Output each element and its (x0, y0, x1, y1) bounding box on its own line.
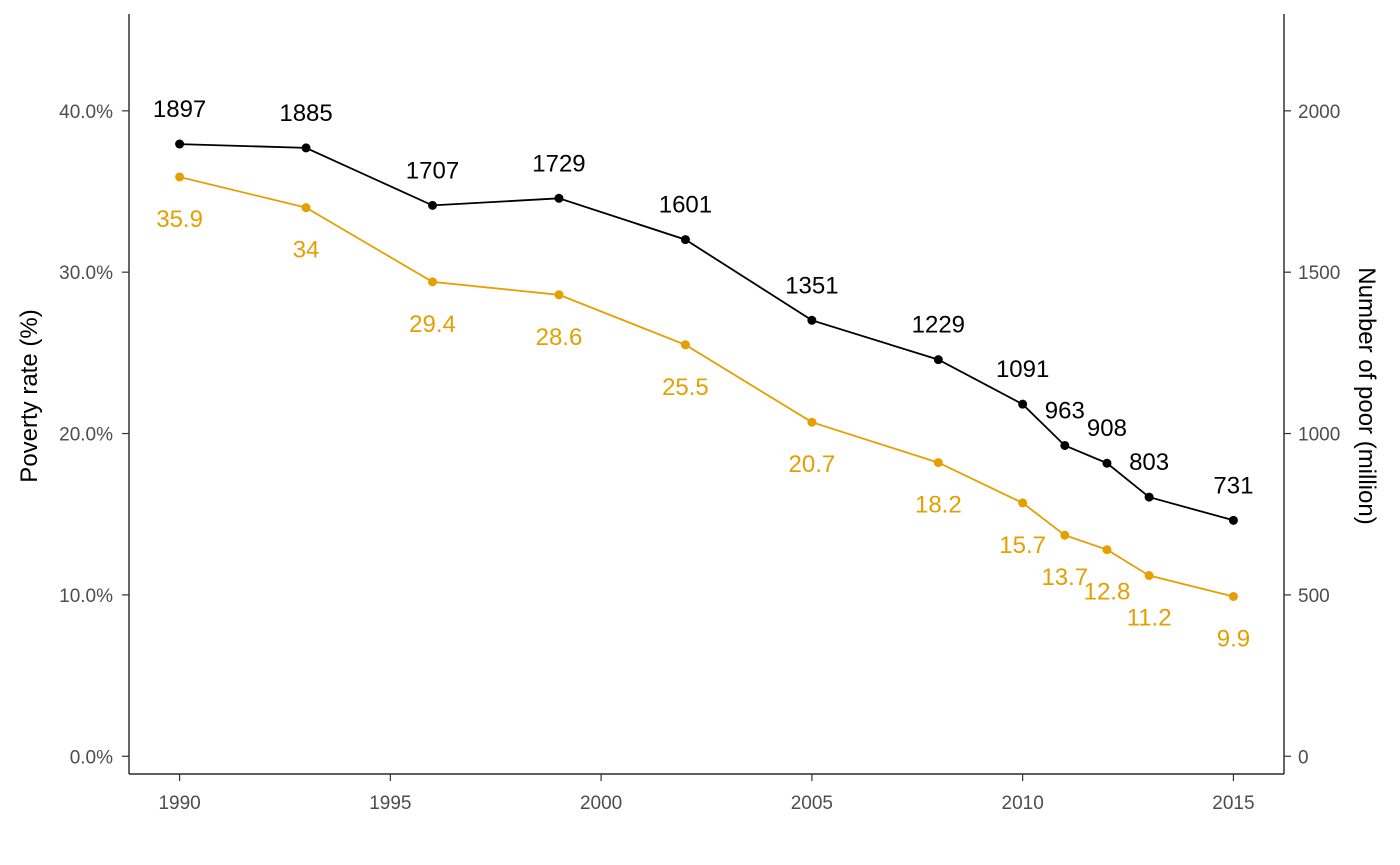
series-poverty-rate: 35.9 34 29.4 28.6 25.5 20.7 18.2 15.7 13.712.811… (156, 172, 1250, 653)
data-point (807, 315, 817, 325)
series-line (179, 143, 1234, 522)
data-point (301, 143, 311, 153)
data-label: 1897 (153, 96, 206, 123)
data-label: 9.9 (1217, 626, 1250, 653)
data-label: 731 (1213, 472, 1253, 499)
data-label: 908 (1087, 415, 1127, 442)
y-right-tick-label: 0 (1298, 747, 1309, 768)
data-label: 1729 (532, 150, 585, 177)
data-label: 34 (293, 237, 320, 264)
y-axis-right-title: Number of poor (million) (1353, 267, 1380, 524)
data-label: 12.8 (1084, 579, 1131, 606)
data-point (1060, 530, 1070, 540)
data-point (1018, 399, 1028, 409)
data-point (1144, 571, 1154, 581)
data-point (1018, 498, 1028, 508)
chart-axes: 1990 1995 2000 2005 2010 2015 0.0% 10.0% 20.0% 30… (59, 14, 1340, 814)
data-point (301, 203, 311, 213)
x-tick-label: 1990 (158, 793, 200, 814)
data-point (175, 172, 185, 182)
chart-series: 1897 1885 1707 1729 1601 1351 1229 1091 96390880… (153, 96, 1254, 652)
data-label: 803 (1129, 449, 1169, 476)
data-point (933, 458, 943, 468)
data-label: 1351 (785, 272, 838, 299)
data-label: 35.9 (156, 206, 203, 233)
data-point (175, 139, 185, 149)
y-right-tick-label: 1000 (1298, 425, 1340, 446)
y-left-tick-label: 40.0% (59, 102, 113, 123)
data-label: 1707 (406, 157, 459, 184)
data-label: 15.7 (999, 532, 1046, 559)
y-left-tick-label: 30.0% (59, 263, 113, 284)
data-label: 963 (1045, 397, 1085, 424)
data-point (1102, 545, 1112, 555)
data-label: 28.6 (536, 324, 583, 351)
x-tick-label: 1995 (369, 793, 411, 814)
data-label: 11.2 (1127, 605, 1172, 632)
data-point (933, 355, 943, 365)
data-point (680, 340, 690, 350)
data-point (1228, 592, 1238, 602)
data-point (1102, 458, 1112, 468)
data-label: 25.5 (662, 374, 709, 401)
y-left-tick-label: 0.0% (70, 747, 113, 768)
data-label: 29.4 (409, 311, 456, 338)
data-point (554, 290, 564, 300)
data-label: 1091 (996, 356, 1049, 383)
data-point (680, 235, 690, 245)
series-line (179, 176, 1234, 598)
data-point (554, 193, 564, 203)
data-label: 1885 (279, 100, 332, 127)
x-tick-label: 2005 (791, 793, 833, 814)
x-tick-label: 2010 (1002, 793, 1044, 814)
y-right-tick-label: 500 (1298, 586, 1330, 607)
x-tick-label: 2000 (580, 793, 622, 814)
data-point (807, 417, 817, 427)
y-left-tick-label: 10.0% (59, 586, 113, 607)
data-label: 1601 (659, 192, 712, 219)
data-label: 1229 (912, 312, 965, 339)
data-point (1228, 515, 1238, 525)
data-label: 18.2 (915, 492, 962, 519)
x-tick-label: 2015 (1212, 793, 1254, 814)
data-point (428, 277, 438, 287)
data-point (1060, 440, 1070, 450)
series-number-of-poor: 1897 1885 1707 1729 1601 1351 1229 1091 96390880… (153, 96, 1253, 525)
y-left-tick-label: 20.0% (59, 425, 113, 446)
y-axis-left-title: Poverty rate (%) (16, 309, 43, 482)
data-point (428, 200, 438, 210)
data-label: 20.7 (789, 451, 836, 478)
data-label: 13.7 (1041, 564, 1088, 591)
data-point (1144, 492, 1154, 502)
y-right-tick-label: 1500 (1298, 263, 1340, 284)
y-right-tick-label: 2000 (1298, 102, 1340, 123)
